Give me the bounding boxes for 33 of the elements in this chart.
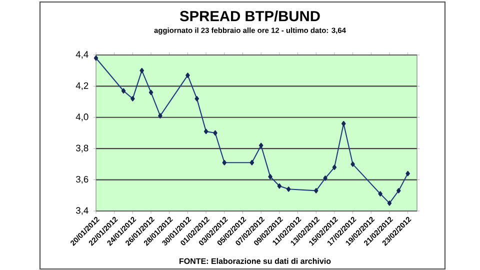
- point: [186, 72, 190, 78]
- point: [194, 96, 200, 102]
- point: [94, 55, 98, 61]
- point: [277, 183, 282, 189]
- source-note: FONTE: Elaborazione su dati di archivio: [180, 258, 331, 264]
- point: [314, 188, 318, 194]
- point: [387, 200, 392, 206]
- y-tick-label: 3,4: [76, 207, 88, 215]
- point: [332, 164, 337, 170]
- point: [213, 130, 218, 136]
- point: [250, 160, 254, 166]
- point: [121, 88, 126, 94]
- point: [268, 174, 272, 180]
- point: [258, 142, 264, 148]
- y-tick-label: 3,6: [76, 176, 88, 184]
- point: [323, 176, 328, 181]
- point: [158, 113, 162, 118]
- point: [396, 188, 401, 194]
- point: [222, 160, 227, 166]
- point: [148, 90, 154, 96]
- y-tick-label: 3,8: [76, 144, 88, 152]
- point: [341, 120, 346, 126]
- y-tick-label: 4,0: [76, 114, 88, 122]
- point: [350, 162, 355, 167]
- point: [406, 170, 410, 176]
- point: [130, 96, 135, 102]
- point: [204, 128, 208, 134]
- y-tick-label: 4,2: [76, 82, 88, 90]
- point: [378, 191, 382, 196]
- point: [286, 186, 291, 192]
- y-tick-label: 4,4: [76, 51, 88, 59]
- chart-title: SPREAD BTP/BUND: [180, 10, 320, 22]
- point: [140, 68, 144, 74]
